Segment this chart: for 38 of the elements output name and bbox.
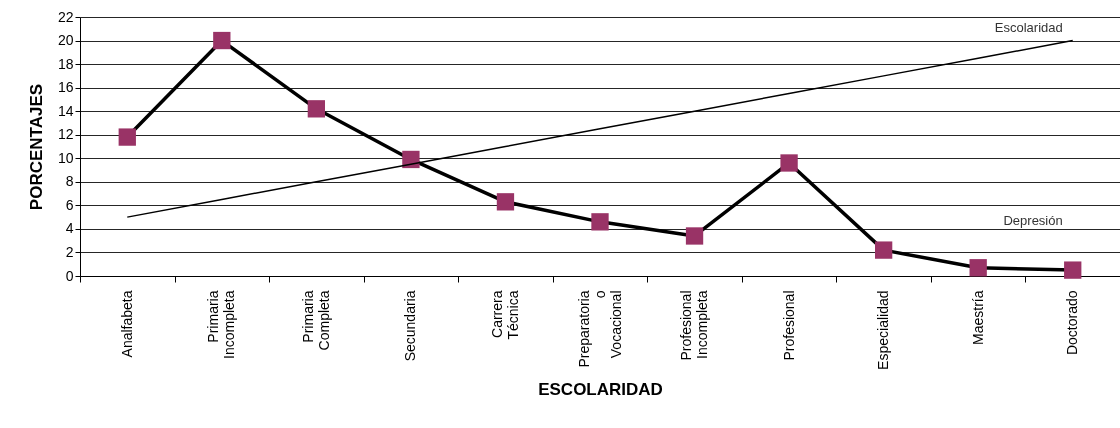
y-tick-label: 8 — [65, 173, 74, 190]
x-tick-label: Doctorado — [1064, 290, 1081, 356]
text: Depresión — [1003, 213, 1063, 229]
x-tick-label: Secundaria — [402, 290, 419, 362]
point — [307, 100, 326, 118]
y-tick-label: 2 — [65, 243, 74, 260]
x-tick-label: Analfabeta — [118, 290, 135, 358]
point — [402, 150, 420, 169]
y-tick-label: 20 — [57, 32, 74, 49]
x-tick-label: Especialidad — [875, 290, 892, 370]
x-tick-label: Maestría — [969, 290, 986, 345]
x-tick-label: Profesional Incompleta — [678, 290, 711, 361]
y-tick-label: 12 — [57, 126, 74, 143]
y-tick-label: 0 — [65, 267, 74, 284]
point — [780, 154, 798, 172]
y-tick-label: 16 — [57, 79, 74, 96]
x-tick-label: Primaria Incompleta — [205, 290, 238, 359]
y-tick-label: 4 — [65, 220, 74, 237]
x-axis-title: ESCOLARIDAD — [538, 379, 663, 399]
point — [118, 128, 136, 146]
point — [685, 227, 704, 245]
y-tick-label: 18 — [57, 55, 74, 72]
x-tick-label: Carrera Técnica — [488, 290, 521, 340]
x-tick-label: Preparatoria o Vocacional — [575, 290, 624, 368]
point — [591, 213, 609, 231]
y-axis-title: PORCENTAJES — [26, 83, 46, 211]
point — [874, 241, 893, 259]
point — [496, 193, 515, 211]
y-tick-label: 6 — [65, 196, 74, 213]
series-label: Escolaridad — [994, 19, 1063, 35]
x-tick-label: Primaria Completa — [299, 290, 332, 351]
y-tick-label: 22 — [57, 8, 74, 25]
x-tick-label: Profesional — [780, 290, 797, 361]
y-tick-label: 10 — [57, 149, 74, 166]
point — [1064, 261, 1082, 279]
point — [969, 259, 987, 277]
point — [213, 31, 231, 50]
y-tick-label: 14 — [57, 102, 74, 119]
